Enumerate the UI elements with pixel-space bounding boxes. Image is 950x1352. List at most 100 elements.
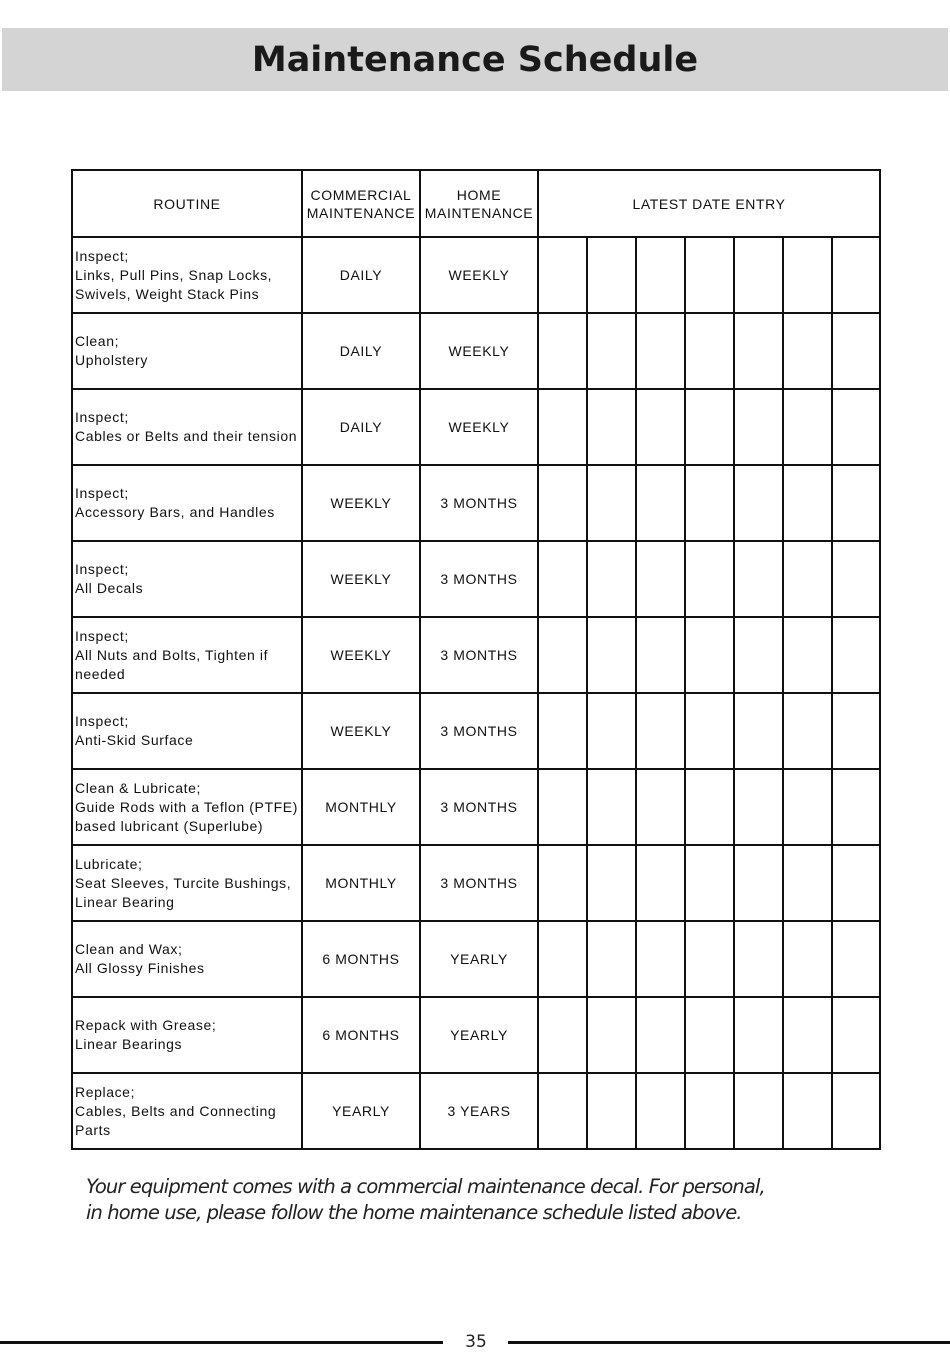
date-entry-cell[interactable] (733, 844, 784, 922)
date-entry-cell[interactable] (537, 236, 588, 314)
date-entry-cell[interactable] (831, 236, 881, 314)
date-entry-cell[interactable] (537, 768, 588, 846)
date-entry-cell[interactable] (782, 616, 833, 694)
date-entry-cell[interactable] (635, 996, 686, 1074)
date-entry-cell[interactable] (635, 312, 686, 390)
date-entry-cell[interactable] (733, 312, 784, 390)
home-cell: WEEKLY (419, 236, 539, 314)
date-entry-cell[interactable] (635, 540, 686, 618)
date-entry-cell[interactable] (635, 1072, 686, 1150)
date-entry-cell[interactable] (733, 464, 784, 542)
date-entry-cell[interactable] (733, 540, 784, 618)
date-entry-cell[interactable] (635, 920, 686, 998)
date-entry-cell[interactable] (684, 236, 735, 314)
date-entry-cell[interactable] (586, 920, 637, 998)
date-entry-cell[interactable] (831, 312, 881, 390)
date-entry-cell[interactable] (684, 540, 735, 618)
date-entry-cell[interactable] (831, 540, 881, 618)
date-entry-cell[interactable] (733, 996, 784, 1074)
date-entry-cell[interactable] (586, 692, 637, 770)
date-entry-cell[interactable] (733, 388, 784, 466)
date-entry-cell[interactable] (782, 464, 833, 542)
date-entry-cell[interactable] (733, 236, 784, 314)
date-entry-cell[interactable] (733, 692, 784, 770)
date-entry-cell[interactable] (782, 768, 833, 846)
date-entry-cell[interactable] (586, 768, 637, 846)
date-entry-cell[interactable] (537, 1072, 588, 1150)
date-entry-cell[interactable] (831, 768, 881, 846)
date-entry-cell[interactable] (733, 920, 784, 998)
table-row: Inspect; Cables or Belts and their tensio… (71, 388, 881, 466)
date-entry-cell[interactable] (782, 996, 833, 1074)
date-entry-cell[interactable] (684, 388, 735, 466)
date-entry-cell[interactable] (684, 920, 735, 998)
commercial-cell: DAILY (301, 236, 421, 314)
date-entry-cell[interactable] (782, 388, 833, 466)
date-entry-cell[interactable] (733, 768, 784, 846)
header-date-entry: LATEST DATE ENTRY (537, 169, 881, 238)
date-entry-cell[interactable] (831, 692, 881, 770)
date-entry-cell[interactable] (586, 996, 637, 1074)
date-entry-cell[interactable] (537, 844, 588, 922)
date-entry-cell[interactable] (684, 1072, 735, 1150)
date-entry-cell[interactable] (831, 996, 881, 1074)
date-entry-cell[interactable] (537, 920, 588, 998)
date-entry-cell[interactable] (684, 768, 735, 846)
date-entry-cell[interactable] (537, 540, 588, 618)
date-entry-cell[interactable] (586, 616, 637, 694)
date-entry-cell[interactable] (635, 464, 686, 542)
date-entry-cell[interactable] (635, 768, 686, 846)
date-entry-cell[interactable] (831, 464, 881, 542)
date-entry-cell[interactable] (586, 540, 637, 618)
date-entry-cell[interactable] (684, 464, 735, 542)
date-entry-cell[interactable] (684, 996, 735, 1074)
commercial-cell: MONTHLY (301, 768, 421, 846)
date-entry-cell[interactable] (684, 616, 735, 694)
date-entry-cell[interactable] (684, 844, 735, 922)
date-entry-cell[interactable] (782, 692, 833, 770)
date-entry-cell[interactable] (537, 388, 588, 466)
date-entry-cell[interactable] (635, 236, 686, 314)
date-entry-cell[interactable] (733, 1072, 784, 1150)
routine-cell: Inspect; All Decals (71, 540, 303, 618)
date-entry-cell[interactable] (586, 464, 637, 542)
date-entry-cell[interactable] (635, 616, 686, 694)
date-entry-cell[interactable] (537, 692, 588, 770)
date-entry-cell[interactable] (831, 920, 881, 998)
routine-cell: Inspect; All Nuts and Bolts, Tighten if ne… (71, 616, 303, 694)
date-entry-cell[interactable] (537, 464, 588, 542)
date-entry-cell[interactable] (782, 844, 833, 922)
date-entry-cell[interactable] (684, 312, 735, 390)
commercial-cell: DAILY (301, 312, 421, 390)
routine-cell: Replace; Cables, Belts and Connecting Part… (71, 1072, 303, 1150)
date-entry-cell[interactable] (782, 1072, 833, 1150)
maintenance-table: ROUTINE COMMERCIAL MAINTENANCE HOME MAINTE… (71, 169, 881, 1150)
date-entry-cell[interactable] (537, 616, 588, 694)
date-entry-cell[interactable] (831, 844, 881, 922)
date-entry-cell[interactable] (684, 692, 735, 770)
date-entry-cell[interactable] (782, 236, 833, 314)
date-entry-cell[interactable] (782, 312, 833, 390)
date-entry-cell[interactable] (537, 312, 588, 390)
date-entry-cell[interactable] (586, 1072, 637, 1150)
date-entry-cell[interactable] (831, 1072, 881, 1150)
date-entry-cell[interactable] (733, 616, 784, 694)
date-entry-cell[interactable] (586, 236, 637, 314)
home-cell: 3 MONTHS (419, 464, 539, 542)
routine-line: Linear Bearing (75, 893, 175, 910)
date-entry-cell[interactable] (635, 844, 686, 922)
date-entry-cell[interactable] (782, 920, 833, 998)
date-entry-cell[interactable] (782, 540, 833, 618)
date-entry-cell[interactable] (831, 388, 881, 466)
date-entry-cell[interactable] (635, 388, 686, 466)
date-entry-cell[interactable] (586, 312, 637, 390)
date-entry-cell[interactable] (831, 616, 881, 694)
date-entry-cell[interactable] (586, 844, 637, 922)
date-entry-cell[interactable] (586, 388, 637, 466)
routine-line: Inspect; (75, 713, 129, 729)
table-row: Clean and Wax; All Glossy Finishes 6 MONTH… (71, 920, 881, 998)
date-entry-cell[interactable] (635, 692, 686, 770)
header-home: HOME MAINTENANCE (419, 169, 539, 238)
date-entry-cell[interactable] (537, 996, 588, 1074)
routine-line: Replace; (75, 1083, 136, 1100)
